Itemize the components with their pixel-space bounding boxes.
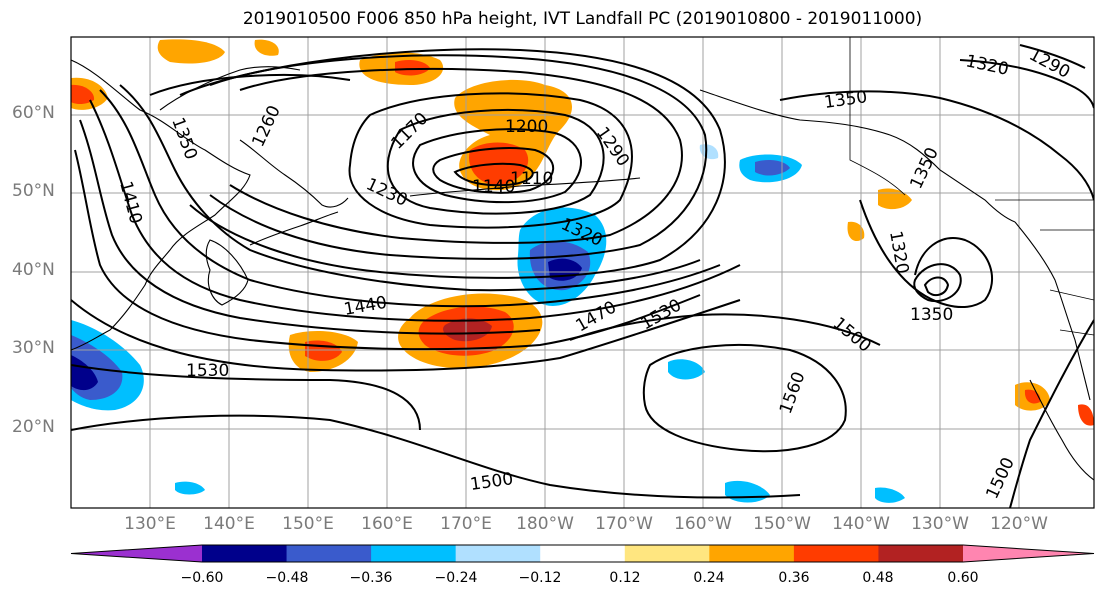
contour-1170 <box>412 128 582 204</box>
contour-label: 1200 <box>505 117 548 137</box>
lat-label: 20°N <box>12 417 55 437</box>
contour-1200 <box>386 109 605 215</box>
colorbar-tick-label: 0.36 <box>778 570 810 586</box>
contour-1140 <box>432 147 555 194</box>
ivt-positive-westedge-core <box>71 84 95 104</box>
lon-label: 180°W <box>516 514 574 534</box>
ivt-negative-gulf-core <box>755 160 790 176</box>
lat-label: 40°N <box>12 260 55 280</box>
ivt-positive-top <box>157 39 225 64</box>
colorbar-bin <box>709 545 795 562</box>
lon-label: 120°W <box>990 514 1048 534</box>
colorbar-extend-high <box>963 545 1094 562</box>
colorbar-bin <box>202 545 288 562</box>
colorbar-tick-label: 0.60 <box>947 570 979 586</box>
ivt-negative-subtropical <box>668 359 705 380</box>
ivt-positive-eastedge <box>1078 404 1094 426</box>
colorbar-bin <box>455 545 541 562</box>
ivt-positive-central-darkcore <box>443 318 492 342</box>
colorbar-tick-label: −0.36 <box>349 570 393 586</box>
lon-label: 150°W <box>753 514 811 534</box>
colorbar-bin <box>878 545 964 562</box>
colorbar-bin <box>371 545 457 562</box>
contour-1290 <box>209 54 708 260</box>
ivt-positive-top2 <box>254 39 279 56</box>
colorbar-tick-label: 0.48 <box>862 570 894 586</box>
contour-1320-east <box>959 59 1094 109</box>
borders <box>849 37 1094 336</box>
colorbar-bin <box>624 545 710 562</box>
contour-1110 <box>453 162 534 187</box>
contour-1350-low <box>913 263 962 303</box>
contour-1380-east <box>859 199 994 309</box>
colorbar-tick-label: 0.24 <box>693 570 725 586</box>
colorbar-extend-low <box>71 545 202 562</box>
height-contours <box>71 44 1094 508</box>
contour-1380 <box>99 89 721 308</box>
ivt-negative-south2 <box>175 481 205 495</box>
ivt-negative-west-core <box>71 355 98 391</box>
contour-1350 <box>119 74 701 292</box>
ivt-negative-north <box>699 144 719 160</box>
contour-label: 1530 <box>186 361 229 381</box>
ivt-positive-bc <box>847 221 865 242</box>
ivt-negative-hawaii <box>875 487 905 503</box>
lon-label: 150°E <box>282 514 334 534</box>
contour-1350-east <box>779 90 1094 201</box>
map-title: 2019010500 F006 850 hPa height, IVT Land… <box>242 9 923 29</box>
contour-1500-south <box>71 414 801 499</box>
contour-label: 1140 <box>472 177 515 197</box>
coast-kamchatka <box>239 139 349 208</box>
colorbar-bin <box>793 545 879 562</box>
coast-kuril <box>249 211 339 246</box>
contour-1290-east <box>1019 44 1086 69</box>
contour-label: 1110 <box>510 169 553 189</box>
contour-1440 <box>79 119 541 335</box>
colorbar-tick-label: −0.48 <box>265 570 309 586</box>
lon-label: 140°E <box>203 514 255 534</box>
contour-1260 <box>229 68 683 244</box>
lat-label: 30°N <box>12 338 55 358</box>
lon-label: 140°W <box>832 514 890 534</box>
lat-label: 50°N <box>12 181 55 201</box>
lon-label: 160°E <box>361 514 413 534</box>
lon-label: 130°E <box>124 514 176 534</box>
coast-baja <box>1029 379 1094 481</box>
contour-1410 <box>89 99 741 322</box>
colorbar-tick-label: −0.24 <box>434 570 478 586</box>
contour-1500 <box>71 299 1094 508</box>
colorbar-outline <box>70 544 1095 563</box>
colorbar <box>70 544 1095 563</box>
contour-1320 <box>179 48 726 279</box>
contour-1320-low <box>923 276 950 297</box>
coast-japan <box>205 239 249 306</box>
ivt-positive-aleutian-core <box>395 60 430 76</box>
gridlines <box>71 37 1094 508</box>
contour-label: 1350 <box>910 305 953 325</box>
colorbar-tick-label: −0.60 <box>180 570 224 586</box>
lat-label: 60°N <box>12 103 55 123</box>
ivt-shading <box>71 39 1094 503</box>
contour-1530 <box>71 313 881 431</box>
colorbar-bin <box>540 545 626 562</box>
lon-label: 170°E <box>440 514 492 534</box>
coast-na-west <box>1014 221 1091 401</box>
contour-1230 <box>348 92 633 229</box>
map-frame <box>70 36 1095 509</box>
contour-1560 <box>642 344 847 453</box>
colorbar-bin <box>286 545 372 562</box>
coast-alaska <box>699 89 1016 223</box>
lon-label: 160°W <box>674 514 732 534</box>
colorbar-tick-label: 0.12 <box>609 570 641 586</box>
lon-label: 130°W <box>911 514 969 534</box>
lon-label: 170°W <box>595 514 653 534</box>
colorbar-tick-label: −0.12 <box>518 570 562 586</box>
coast-asia <box>71 59 251 351</box>
